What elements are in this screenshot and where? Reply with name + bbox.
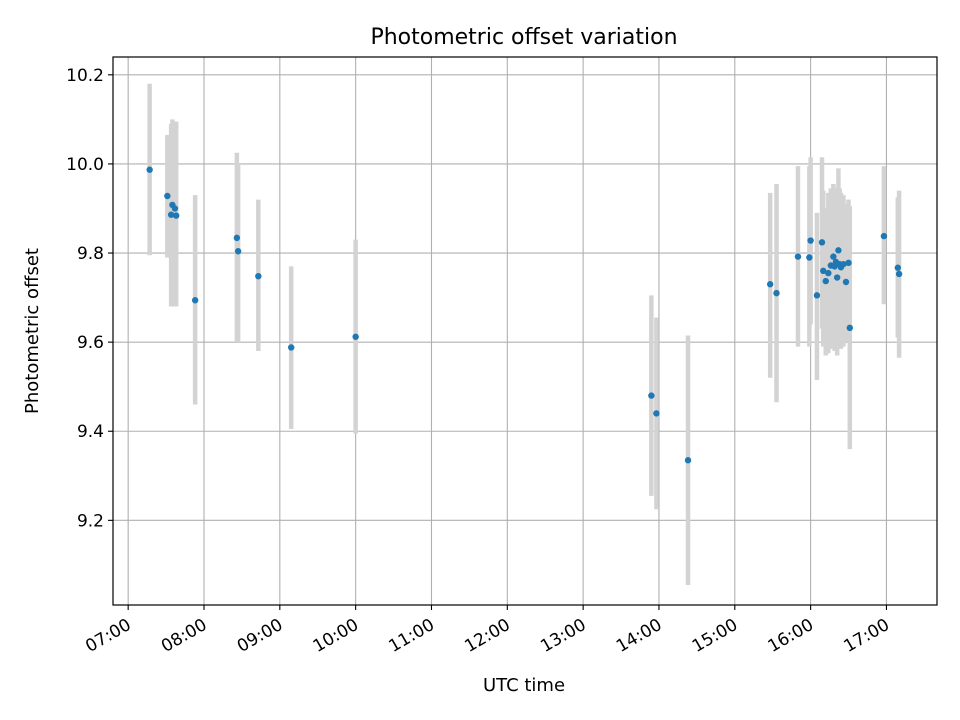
data-point [172, 212, 180, 219]
data-point [167, 211, 175, 218]
data-point [773, 289, 780, 297]
data-point [840, 260, 847, 268]
data-point [830, 253, 837, 260]
y-axis-label: Photometric offset [22, 248, 43, 414]
data-point [191, 297, 199, 304]
y-tick-label: 9.8 [77, 244, 104, 264]
x-axis-label: UTC time [483, 675, 565, 696]
y-tick-label: 10.0 [66, 155, 104, 175]
data-point [352, 333, 359, 340]
data-point [846, 324, 853, 332]
y-axis-ticks: 9.2 9.4 9.6 9.8 10.0 10.2 [66, 66, 113, 531]
data-point [287, 344, 295, 351]
data-point [766, 281, 774, 288]
data-point [806, 254, 813, 261]
y-tick-label: 9.4 [77, 422, 104, 442]
data-point [653, 410, 660, 417]
chart-title: Photometric offset variation [370, 25, 677, 50]
data-point [648, 392, 655, 399]
data-points [146, 166, 903, 464]
y-tick-label: 9.2 [77, 511, 104, 531]
y-tick-label: 9.6 [77, 333, 104, 353]
data-point [171, 205, 179, 212]
data-point [833, 274, 841, 281]
data-point [835, 247, 842, 254]
data-point [164, 192, 171, 200]
data-point [825, 269, 832, 277]
data-point [895, 270, 903, 278]
data-point [818, 239, 826, 246]
data-point [684, 457, 692, 464]
data-point [146, 166, 153, 173]
data-point [234, 248, 242, 255]
y-tick-label: 10.2 [66, 66, 104, 86]
data-point [894, 264, 902, 271]
data-point [233, 234, 241, 242]
data-point [822, 277, 829, 285]
data-point [807, 237, 814, 244]
data-point [880, 232, 888, 240]
data-point [845, 259, 852, 267]
data-point [820, 267, 827, 275]
data-point [842, 278, 850, 286]
plot-frame [112, 56, 938, 606]
data-point [794, 253, 802, 260]
data-point [255, 273, 262, 280]
data-point [813, 292, 821, 299]
